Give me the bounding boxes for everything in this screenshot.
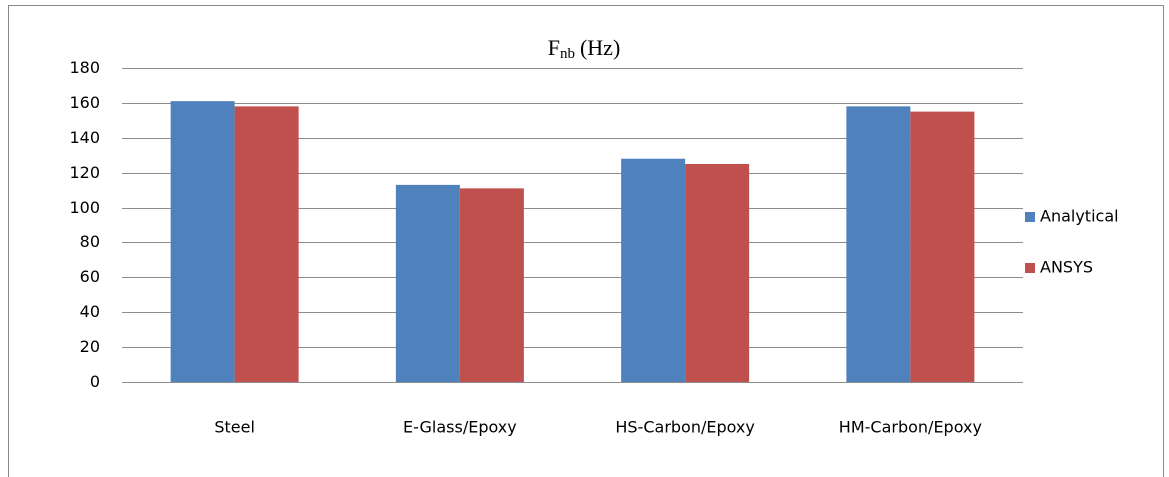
x-tick-label: E-Glass/Epoxy [403, 418, 517, 437]
title-suffix: (Hz) [580, 35, 620, 60]
y-tick-label: 100 [69, 198, 100, 217]
legend-swatch [1025, 212, 1035, 222]
legend-label: ANSYS [1040, 258, 1093, 277]
bar [685, 163, 750, 382]
bar [234, 106, 299, 382]
y-tick-label: 0 [90, 372, 100, 391]
y-tick-label: 20 [80, 337, 100, 356]
title-main: F [548, 35, 560, 60]
y-tick-label: 80 [80, 232, 100, 251]
bar [621, 158, 686, 382]
bar [910, 111, 975, 382]
chart-border [8, 5, 1164, 477]
title-subscript: nb [560, 46, 575, 62]
chart-title: Fnb (Hz) [548, 35, 621, 62]
bar [170, 101, 235, 383]
x-tick-label: Steel [214, 418, 255, 437]
bar [395, 184, 460, 382]
y-tick-label: 180 [69, 58, 100, 77]
y-tick-label: 140 [69, 128, 100, 147]
x-tick-label: HM-Carbon/Epoxy [839, 418, 982, 437]
y-tick-label: 60 [80, 267, 100, 286]
y-tick-label: 40 [80, 302, 100, 321]
legend-label: Analytical [1040, 207, 1119, 226]
x-tick-label: HS-Carbon/Epoxy [615, 418, 755, 437]
y-tick-label: 120 [69, 163, 100, 182]
y-tick-label: 160 [69, 93, 100, 112]
legend-swatch [1025, 263, 1035, 273]
bar [459, 188, 524, 382]
bar [846, 106, 911, 382]
